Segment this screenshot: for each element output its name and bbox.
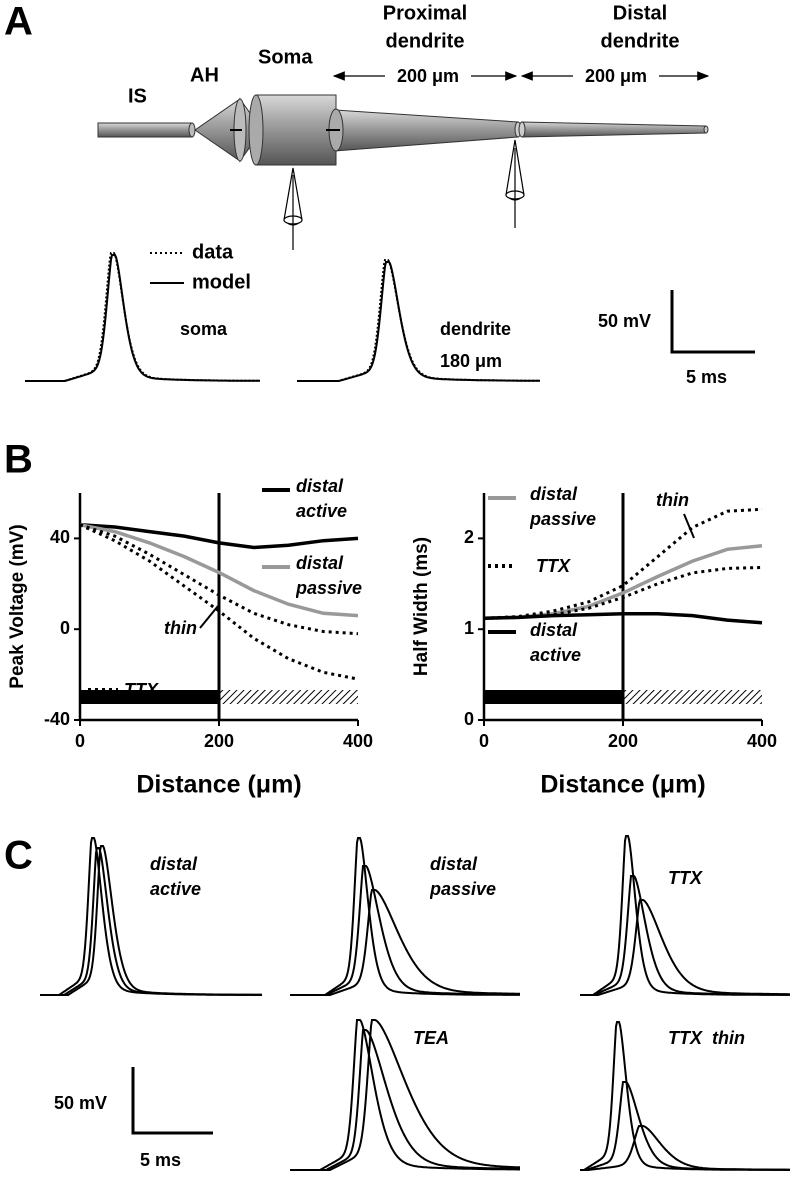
trace-label: dendrite [440,319,511,339]
legend-label: distal active [530,620,583,665]
compartment-label: Soma [258,46,313,68]
scale-label: 50 mV [54,1093,107,1113]
x-axis-label: Distance (μm) [540,771,705,799]
voltage-trace [290,889,520,996]
compartment-label: IS [128,85,147,107]
proximal-bar [484,690,623,704]
compartment-label: Distal [613,2,667,24]
x-tick-label: 0 [479,731,489,751]
voltage-trace [580,899,790,996]
legend-label-box: distal passive [296,553,363,598]
neuron-diagram [97,94,709,166]
legend-label: TTX [124,680,158,700]
voltage-trace [290,1029,520,1171]
trace-label: TTX thin [668,1028,745,1048]
legend-label-box: distal passive [530,484,597,529]
x-tick-label: 200 [608,731,638,751]
trace-label-box: TEA [413,1028,449,1048]
data-line [79,523,359,681]
trace-label-box: distal active [150,854,203,899]
x-tick-label: 0 [75,731,85,751]
annotation-pointer [683,513,695,539]
legend-label: TTX [536,556,570,576]
electrode [283,139,525,250]
legend-label-box: TTX [536,556,570,576]
y-tick-label: 2 [464,527,474,547]
legend-label: thin [656,490,689,510]
trace-label: TTX [668,868,702,888]
length-arrow [332,64,710,88]
legend-label-box: distal active [530,620,583,665]
trace-label: distal passive [430,854,497,899]
y-tick-label: -40 [44,709,70,729]
trace-label-box: TTX [668,868,702,888]
data-line [483,612,763,625]
legend-label: model [192,271,251,293]
legend-label: data [192,241,234,263]
voltage-trace [290,865,520,996]
voltage-trace [40,845,262,996]
legend-label-box: thin [656,490,689,510]
y-axis-label: Half Width (ms) [411,537,432,676]
voltage-trace [25,254,260,382]
data-line [483,566,763,620]
legend-label: distal active [296,476,349,521]
x-tick-label: 400 [343,731,373,751]
data-line [79,523,359,550]
legend-label-box: thin [164,618,197,638]
y-tick-label: 1 [464,618,474,638]
scale-label: 50 mV [598,311,651,331]
trace-label-box: distal passive [430,854,497,899]
voltage-trace [290,1019,520,1171]
trace-label-box: TTX thin [668,1028,745,1048]
y-tick-label: 0 [464,709,474,729]
y-tick-label: 40 [50,527,70,547]
legend-label-box: TTX [124,680,158,700]
panel-label: B [4,438,33,482]
scale-bar [670,290,755,354]
x-axis-label: Distance (μm) [136,771,301,799]
proximal-bar [80,690,219,704]
legend-label: thin [164,618,197,638]
legend-label: distal passive [296,553,363,598]
scale-label: 5 ms [686,367,727,387]
voltage-trace [580,1125,790,1171]
compartment-label: dendrite [386,30,465,52]
legend-label-box: distal active [296,476,349,521]
x-tick-label: 400 [747,731,777,751]
trace-label: distal active [150,854,203,899]
length-label: 200 μm [585,66,647,86]
trace-label: 180 μm [440,351,502,371]
annotation-pointer [199,605,219,629]
data-line [79,523,359,618]
data-line [79,523,359,636]
length-label: 200 μm [397,66,459,86]
voltage-trace [297,261,540,382]
scale-bar [131,1067,213,1135]
compartment-label: AH [190,64,219,86]
panel-label: C [4,834,33,878]
y-axis-label: Peak Voltage (mV) [7,524,28,688]
panel-label: A [4,0,33,44]
y-tick-label: 0 [60,618,70,638]
distal-bar [219,690,358,704]
voltage-trace [290,1019,520,1171]
data-line [483,507,763,620]
trace-label: TEA [413,1028,449,1048]
trace-label: soma [180,319,228,339]
compartment-label: dendrite [601,30,680,52]
legend-label: distal passive [530,484,597,529]
distal-bar [623,690,762,704]
scale-label: 5 ms [140,1150,181,1170]
x-tick-label: 200 [204,731,234,751]
compartment-label: Proximal [383,2,467,24]
